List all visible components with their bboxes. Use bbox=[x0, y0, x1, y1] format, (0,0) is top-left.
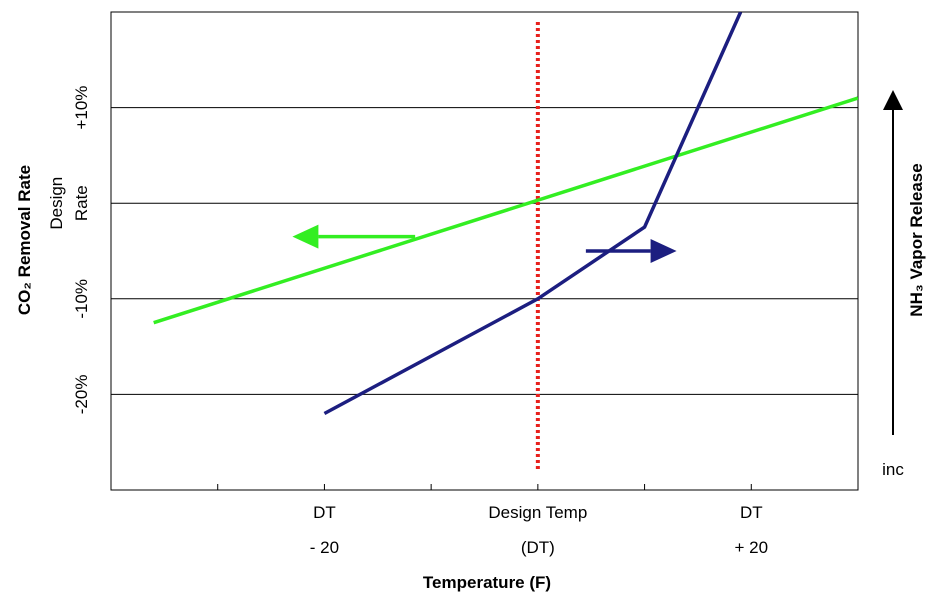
plot-area bbox=[110, 11, 859, 491]
x-tick-label: DT bbox=[313, 503, 336, 522]
series-line-1 bbox=[153, 96, 858, 325]
x-tick-label: (DT) bbox=[521, 538, 555, 557]
y-tick-label: -10% bbox=[72, 279, 91, 319]
right-axis-arrow-head bbox=[883, 90, 903, 110]
x-tick-label: - 20 bbox=[310, 538, 339, 557]
direction-arrows bbox=[292, 224, 677, 263]
direction-arrow-head-2 bbox=[650, 239, 677, 263]
x-tick-label: DT bbox=[740, 503, 763, 522]
right-axis-arrow-label: inc bbox=[882, 460, 904, 479]
right-axis-title: NH₃ Vapor Release bbox=[907, 163, 926, 316]
y-tick-labels: +10% Design Rate -10% -20% bbox=[47, 86, 91, 415]
x-tick-label: Design Temp bbox=[488, 503, 587, 522]
left-axis-title: CO₂ Removal Rate bbox=[15, 165, 34, 315]
gridlines bbox=[111, 107, 858, 395]
y-tick-label: Rate bbox=[72, 185, 91, 221]
direction-arrow-head-1 bbox=[292, 224, 319, 249]
series-lines bbox=[153, 12, 858, 416]
x-tick-label: + 20 bbox=[735, 538, 769, 557]
x-axis-ticks bbox=[217, 484, 752, 490]
y-tick-label: +10% bbox=[72, 86, 91, 130]
y-tick-label: -20% bbox=[72, 375, 91, 415]
y-tick-label: Design bbox=[47, 177, 66, 230]
series-line-2 bbox=[323, 12, 743, 416]
x-axis-title: Temperature (F) bbox=[423, 573, 551, 592]
x-tick-labels: DT - 20 Design Temp (DT) DT + 20 bbox=[310, 503, 768, 557]
